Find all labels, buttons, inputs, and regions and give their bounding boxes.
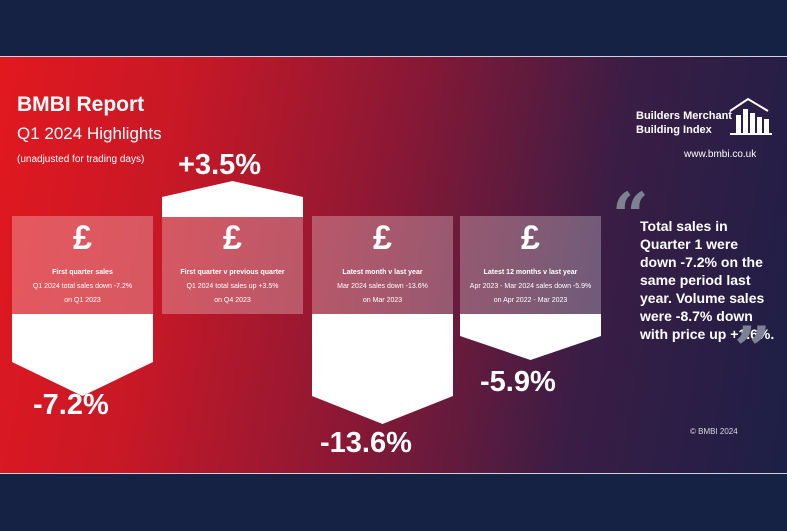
report-subtitle: Q1 2024 Highlights (17, 124, 162, 143)
top-band (0, 0, 787, 57)
up-arrow-shape (162, 181, 303, 217)
card-value: -5.9% (480, 366, 556, 398)
down-arrow-shape (12, 314, 153, 396)
down-arrow-shape (460, 314, 601, 360)
card-detail: Apr 2023 - Mar 2024 sales down -5.9% (469, 283, 592, 290)
card-heading: Latest 12 months v last year (483, 269, 578, 276)
card-heading: First quarter sales (52, 269, 113, 276)
logo-text-line2: Building Index (636, 124, 712, 136)
card-comparison: on Q1 2023 (64, 297, 101, 304)
card-latest-12-months: £ Latest 12 months v last year Apr 2023 … (460, 216, 601, 366)
card-latest-month: £ Latest month v last year Mar 2024 sale… (312, 216, 453, 426)
card-value: +3.5% (178, 149, 262, 181)
bottom-band (0, 473, 787, 531)
pound-icon: £ (73, 219, 92, 257)
card-heading: First quarter v previous quarter (180, 269, 285, 276)
logo-text-line1: Builders Merchant (636, 110, 732, 122)
card-info-box: £ First quarter sales Q1 2024 total sale… (12, 216, 153, 314)
card-first-quarter: £ First quarter sales Q1 2024 total sale… (12, 216, 153, 426)
pound-icon: £ (521, 219, 540, 257)
card-value: -13.6% (320, 427, 412, 459)
building-skyline-icon (729, 97, 772, 135)
card-detail: Mar 2024 sales down -13.6% (337, 283, 428, 290)
card-info-box: £ Latest month v last year Mar 2024 sale… (312, 216, 453, 314)
card-value: -7.2% (33, 389, 109, 421)
pound-icon: £ (223, 219, 242, 257)
website-url: www.bmbi.co.uk (684, 149, 757, 160)
report-banner: BMBI Report Q1 2024 Highlights (unadjust… (0, 57, 787, 473)
card-comparison: on Q4 2023 (214, 297, 251, 304)
down-arrow-shape (312, 314, 453, 424)
card-info-box: £ Latest 12 months v last year Apr 2023 … (460, 216, 601, 314)
card-info-box: £ First quarter v previous quarter Q1 20… (162, 216, 303, 314)
card-comparison: on Mar 2023 (362, 297, 403, 304)
card-detail: Q1 2024 total sales up +3.5% (186, 283, 279, 290)
close-quote-icon: ” (734, 313, 771, 388)
card-detail: Q1 2024 total sales down -7.2% (32, 283, 133, 290)
card-heading: Latest month v last year (342, 269, 423, 276)
card-comparison: on Apr 2022 - Mar 2023 (493, 297, 568, 304)
pound-icon: £ (373, 219, 392, 257)
quote-text: Total sales in Quarter 1 were down -7.2%… (640, 218, 775, 342)
report-title: BMBI Report (17, 93, 145, 116)
open-quote-icon: “ (612, 179, 649, 254)
card-previous-quarter: £ First quarter v previous quarter Q1 20… (162, 216, 303, 314)
report-note: (unadjusted for trading days) (17, 154, 145, 165)
copyright: © BMBI 2024 (690, 427, 738, 436)
